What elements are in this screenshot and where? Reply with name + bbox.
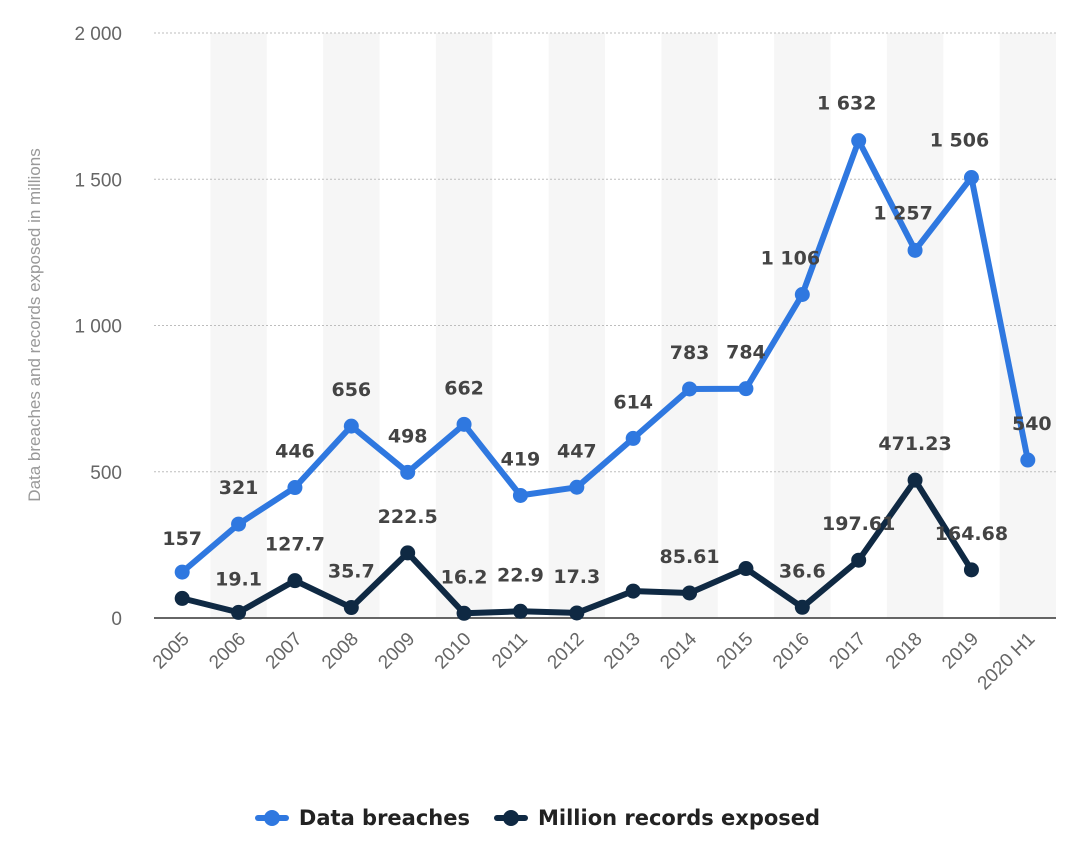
x-tick-label: 2019 xyxy=(938,629,983,674)
data-point[interactable] xyxy=(682,381,698,397)
data-point[interactable] xyxy=(569,605,585,621)
data-point[interactable] xyxy=(512,487,528,503)
data-label: 17.3 xyxy=(553,566,600,588)
data-label: 16.2 xyxy=(441,566,488,588)
data-label: 540 xyxy=(1012,413,1052,435)
column-bands xyxy=(210,33,1056,618)
x-tick-label: 2008 xyxy=(318,629,363,674)
x-tick-label: 2013 xyxy=(600,629,645,674)
data-label: 784 xyxy=(726,342,766,364)
legend-item-data-breaches[interactable]: Data breaches xyxy=(254,806,470,830)
data-label: 85.61 xyxy=(660,546,720,568)
legend-swatch-data-breaches xyxy=(254,810,289,826)
x-tick-label: 2015 xyxy=(713,629,758,674)
x-tick-label: 2017 xyxy=(825,629,870,674)
data-point[interactable] xyxy=(174,564,190,580)
data-point[interactable] xyxy=(794,599,810,615)
data-point[interactable] xyxy=(625,430,641,446)
data-label: 783 xyxy=(670,342,710,364)
x-tick-label: 2009 xyxy=(374,629,419,674)
x-axis-ticks: 2005 2006 2007 2008 2009 2010 2011 2012 2013 2014… xyxy=(149,628,1039,694)
data-point[interactable] xyxy=(343,600,359,616)
data-point[interactable] xyxy=(625,583,641,599)
legend-swatch-million-records xyxy=(494,810,528,826)
data-point[interactable] xyxy=(963,562,979,578)
data-point[interactable] xyxy=(512,603,528,619)
data-label: 197.61 xyxy=(822,513,895,535)
data-label: 157 xyxy=(162,528,202,550)
legend-label-data-breaches: Data breaches xyxy=(298,806,470,830)
data-label: 662 xyxy=(444,377,484,399)
data-label: 164.68 xyxy=(935,523,1008,545)
y-tick-label: 500 xyxy=(90,463,122,484)
data-point[interactable] xyxy=(907,242,923,258)
data-point[interactable] xyxy=(851,133,867,149)
data-label: 498 xyxy=(388,425,428,447)
column-band xyxy=(548,33,605,618)
data-label: 19.1 xyxy=(215,568,262,590)
data-point[interactable] xyxy=(343,418,359,434)
data-point[interactable] xyxy=(569,479,585,495)
data-point[interactable] xyxy=(400,464,416,480)
data-point[interactable] xyxy=(174,590,190,606)
data-label: 1 106 xyxy=(761,247,821,269)
data-label: 1 632 xyxy=(817,93,877,115)
series-line xyxy=(179,137,1031,576)
data-point[interactable] xyxy=(400,545,416,561)
x-tick-label: 2012 xyxy=(544,629,589,674)
data-point[interactable] xyxy=(287,480,303,496)
y-tick-label: 2 000 xyxy=(74,24,122,45)
data-label: 35.7 xyxy=(328,561,375,583)
data-label: 471.23 xyxy=(878,433,951,455)
x-tick-label: 2010 xyxy=(431,629,476,674)
y-tick-label: 0 xyxy=(111,609,122,630)
data-point[interactable] xyxy=(287,573,303,589)
x-tick-label: 2014 xyxy=(656,628,701,673)
x-tick-label: 2011 xyxy=(488,629,532,673)
y-tick-label: 1 000 xyxy=(74,317,122,338)
legend-label-million-records: Million records exposed xyxy=(538,806,821,830)
data-point[interactable] xyxy=(682,585,698,601)
x-tick-label: 2005 xyxy=(149,629,194,674)
data-point[interactable] xyxy=(1020,452,1036,468)
x-tick-label: 2006 xyxy=(205,629,250,674)
data-labels: 157 321 446 656 498 662 419 447 614 783 784 1 106 1 … xyxy=(162,93,1051,591)
data-label: 36.6 xyxy=(779,560,826,582)
y-axis-title: Data breaches and records exposed in mil… xyxy=(25,148,44,501)
series-layer xyxy=(174,133,1036,621)
data-point[interactable] xyxy=(963,169,979,185)
column-band xyxy=(661,33,718,618)
data-point[interactable] xyxy=(851,552,867,568)
data-point[interactable] xyxy=(907,472,923,488)
x-tick-label: 2020 H1 xyxy=(974,629,1040,695)
data-label: 1 506 xyxy=(930,129,990,151)
data-point[interactable] xyxy=(794,286,810,302)
data-label: 127.7 xyxy=(265,534,325,556)
data-label: 614 xyxy=(613,391,653,413)
data-label: 321 xyxy=(219,477,259,499)
data-label: 222.5 xyxy=(378,506,438,528)
data-label: 419 xyxy=(501,448,541,470)
legend-item-million-records[interactable]: Million records exposed xyxy=(494,806,820,830)
data-point[interactable] xyxy=(456,416,472,432)
data-point[interactable] xyxy=(231,604,247,620)
data-label: 447 xyxy=(557,440,597,462)
data-point[interactable] xyxy=(738,381,754,397)
data-point[interactable] xyxy=(738,561,754,577)
data-label: 656 xyxy=(331,379,371,401)
x-tick-label: 2007 xyxy=(262,629,307,674)
data-point[interactable] xyxy=(456,605,472,621)
x-tick-label: 2016 xyxy=(769,629,814,674)
data-label: 446 xyxy=(275,441,315,463)
x-tick-label: 2018 xyxy=(882,629,927,674)
line-chart: 0 500 1 000 1 500 2 000 Data breaches and re… xyxy=(25,24,1056,694)
y-axis-ticks: 0 500 1 000 1 500 2 000 xyxy=(74,24,122,630)
y-tick-label: 1 500 xyxy=(74,170,122,191)
legend: Data breaches Million records exposed xyxy=(0,806,1075,830)
data-label: 22.9 xyxy=(497,564,544,586)
data-point[interactable] xyxy=(231,516,247,532)
data-label: 1 257 xyxy=(873,202,933,224)
